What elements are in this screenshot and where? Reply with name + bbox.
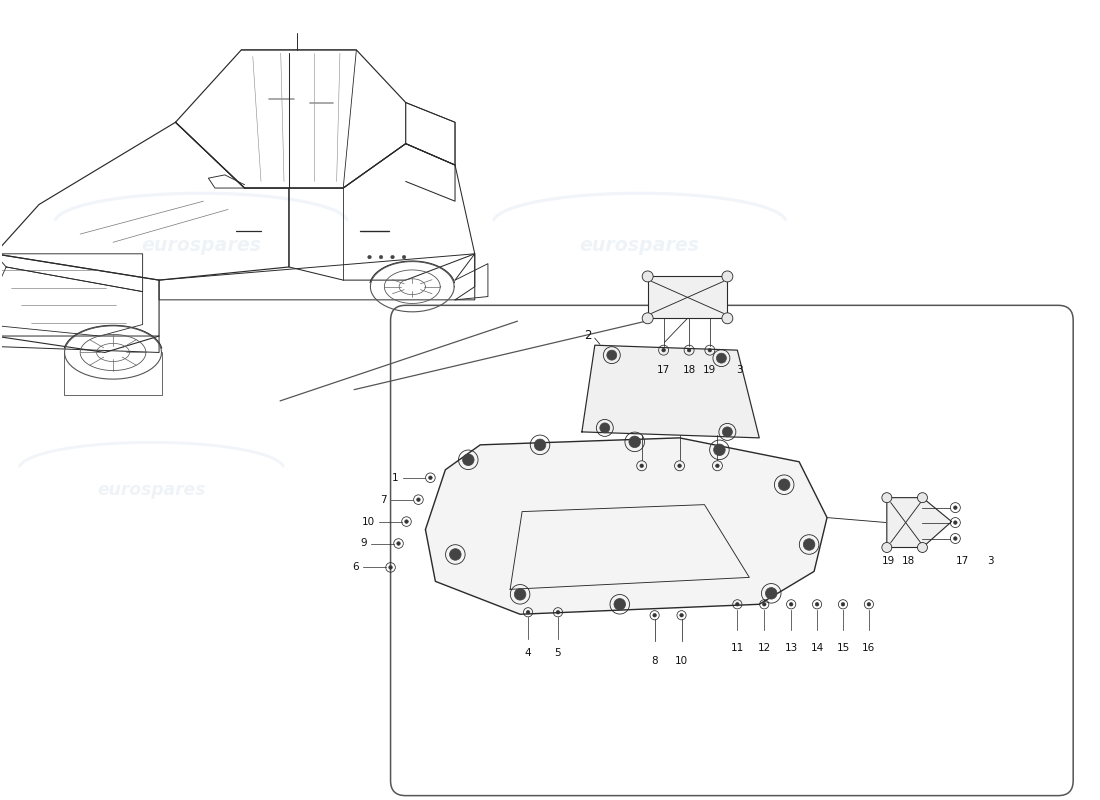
Circle shape — [607, 350, 617, 360]
Text: 2: 2 — [584, 329, 592, 342]
Text: eurospares: eurospares — [141, 236, 261, 255]
Text: 13: 13 — [784, 643, 798, 653]
Text: eurospares: eurospares — [97, 481, 206, 498]
Text: 17: 17 — [657, 365, 670, 375]
Text: 6: 6 — [352, 562, 359, 573]
Circle shape — [779, 479, 790, 490]
Circle shape — [882, 493, 892, 502]
Circle shape — [867, 602, 871, 606]
Circle shape — [652, 614, 657, 617]
Circle shape — [614, 598, 626, 610]
Circle shape — [680, 614, 683, 617]
Circle shape — [954, 537, 957, 540]
Circle shape — [417, 498, 420, 502]
Circle shape — [557, 610, 560, 614]
Text: 10: 10 — [675, 656, 689, 666]
Text: 3: 3 — [987, 557, 993, 566]
Text: 5: 5 — [554, 648, 561, 658]
Circle shape — [450, 549, 461, 560]
Circle shape — [515, 589, 526, 600]
Polygon shape — [887, 498, 952, 547]
Circle shape — [429, 476, 432, 479]
Circle shape — [882, 542, 892, 553]
Text: 9: 9 — [360, 538, 366, 549]
Circle shape — [722, 271, 733, 282]
Text: 7: 7 — [379, 494, 386, 505]
Text: 15: 15 — [836, 643, 849, 653]
Circle shape — [678, 464, 681, 467]
Text: 18: 18 — [682, 365, 695, 375]
Circle shape — [716, 464, 719, 467]
Circle shape — [714, 444, 725, 456]
Circle shape — [397, 542, 400, 546]
Text: 16: 16 — [862, 643, 876, 653]
Circle shape — [535, 439, 546, 450]
Circle shape — [766, 587, 777, 599]
Text: 18: 18 — [902, 557, 915, 566]
Text: 4: 4 — [525, 648, 531, 658]
Circle shape — [803, 538, 815, 550]
Circle shape — [405, 520, 408, 523]
Circle shape — [379, 255, 383, 259]
Text: 14: 14 — [811, 643, 824, 653]
Text: 11: 11 — [730, 643, 744, 653]
Circle shape — [917, 493, 927, 502]
Text: 19: 19 — [703, 365, 716, 375]
Text: 8: 8 — [651, 656, 658, 666]
Circle shape — [462, 454, 474, 466]
Circle shape — [954, 521, 957, 524]
FancyBboxPatch shape — [390, 306, 1074, 796]
Circle shape — [388, 566, 393, 570]
Circle shape — [642, 271, 653, 282]
Text: 19: 19 — [882, 557, 895, 566]
Circle shape — [722, 313, 733, 324]
Text: 12: 12 — [758, 643, 771, 653]
Circle shape — [403, 255, 406, 259]
Circle shape — [954, 506, 957, 510]
Circle shape — [662, 348, 665, 352]
Circle shape — [367, 255, 372, 259]
Circle shape — [736, 602, 739, 606]
Circle shape — [815, 602, 818, 606]
Text: 17: 17 — [956, 557, 969, 566]
Circle shape — [629, 436, 640, 448]
Circle shape — [600, 423, 609, 433]
Circle shape — [526, 610, 530, 614]
Text: 10: 10 — [362, 517, 375, 526]
Text: eurospares: eurospares — [668, 507, 771, 522]
Circle shape — [708, 348, 712, 352]
Circle shape — [762, 602, 766, 606]
Circle shape — [688, 348, 691, 352]
Circle shape — [723, 427, 733, 437]
Text: 3: 3 — [736, 365, 743, 375]
Circle shape — [642, 313, 653, 324]
Polygon shape — [426, 438, 827, 614]
Circle shape — [716, 353, 726, 363]
Circle shape — [790, 602, 793, 606]
Circle shape — [390, 255, 394, 259]
Circle shape — [917, 542, 927, 553]
Text: 1: 1 — [392, 473, 398, 482]
Circle shape — [842, 602, 845, 606]
Polygon shape — [648, 277, 727, 318]
Circle shape — [640, 464, 643, 467]
Polygon shape — [582, 345, 759, 438]
Text: eurospares: eurospares — [580, 236, 700, 255]
